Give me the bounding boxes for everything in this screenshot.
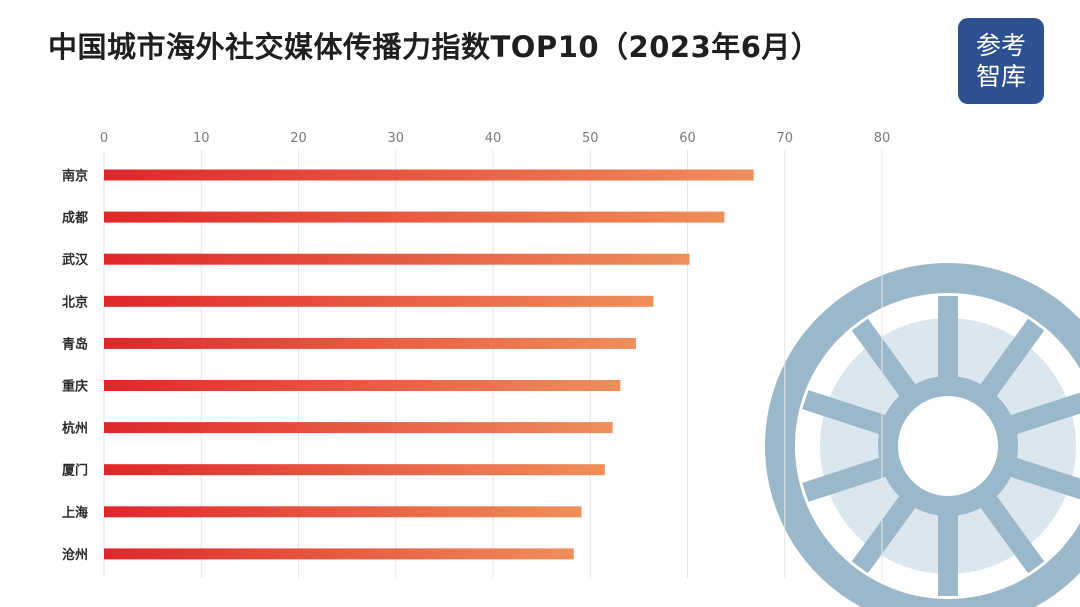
logo-line1: 参考	[975, 31, 1026, 60]
category-label: 重庆	[62, 379, 88, 395]
category-label: 成都	[62, 210, 88, 226]
category-label: 厦门	[62, 463, 88, 479]
logo: 参考 智库	[958, 18, 1044, 104]
bar	[104, 253, 690, 265]
wheel-watermark	[765, 263, 1080, 607]
bar	[104, 337, 636, 349]
wheel-spoke	[1001, 455, 1080, 500]
category-label: 武汉	[62, 252, 89, 268]
wheel-spoke	[975, 318, 1045, 404]
x-axis-ticks: 0 10 20 30 40 50 60 70 80	[100, 131, 890, 146]
wheel-spoke	[802, 390, 895, 437]
x-tick-label: 0	[100, 131, 108, 146]
category-label: 北京	[62, 294, 88, 310]
logo-line2: 智库	[975, 62, 1026, 91]
x-tick-label: 40	[485, 131, 502, 146]
bars	[104, 169, 754, 560]
wheel-spoke	[851, 488, 921, 574]
wheel-spoke	[1001, 392, 1080, 437]
x-tick-label: 70	[776, 131, 793, 146]
x-tick-label: 20	[290, 131, 307, 146]
bar	[104, 211, 725, 223]
wheel-spoke	[851, 318, 921, 404]
bar	[104, 464, 605, 476]
wheel-spoke	[802, 455, 895, 502]
category-label: 杭州	[62, 421, 88, 437]
bar	[104, 295, 654, 307]
x-tick-label: 80	[874, 131, 891, 146]
category-label: 沧州	[62, 547, 88, 563]
chart-title: 中国城市海外社交媒体传播力指数TOP10（2023年6月）	[48, 30, 821, 64]
x-tick-label: 10	[193, 131, 210, 146]
category-label: 南京	[62, 168, 88, 184]
x-tick-label: 60	[679, 131, 696, 146]
wheel-spoke	[975, 488, 1045, 574]
x-tick-label: 30	[387, 131, 404, 146]
bar	[104, 548, 574, 560]
bar	[104, 380, 621, 391]
bar	[104, 169, 754, 181]
bar	[104, 422, 613, 434]
bar	[104, 506, 582, 518]
x-tick-label: 50	[582, 131, 599, 146]
category-label: 上海	[62, 505, 88, 521]
category-label: 青岛	[62, 336, 88, 352]
